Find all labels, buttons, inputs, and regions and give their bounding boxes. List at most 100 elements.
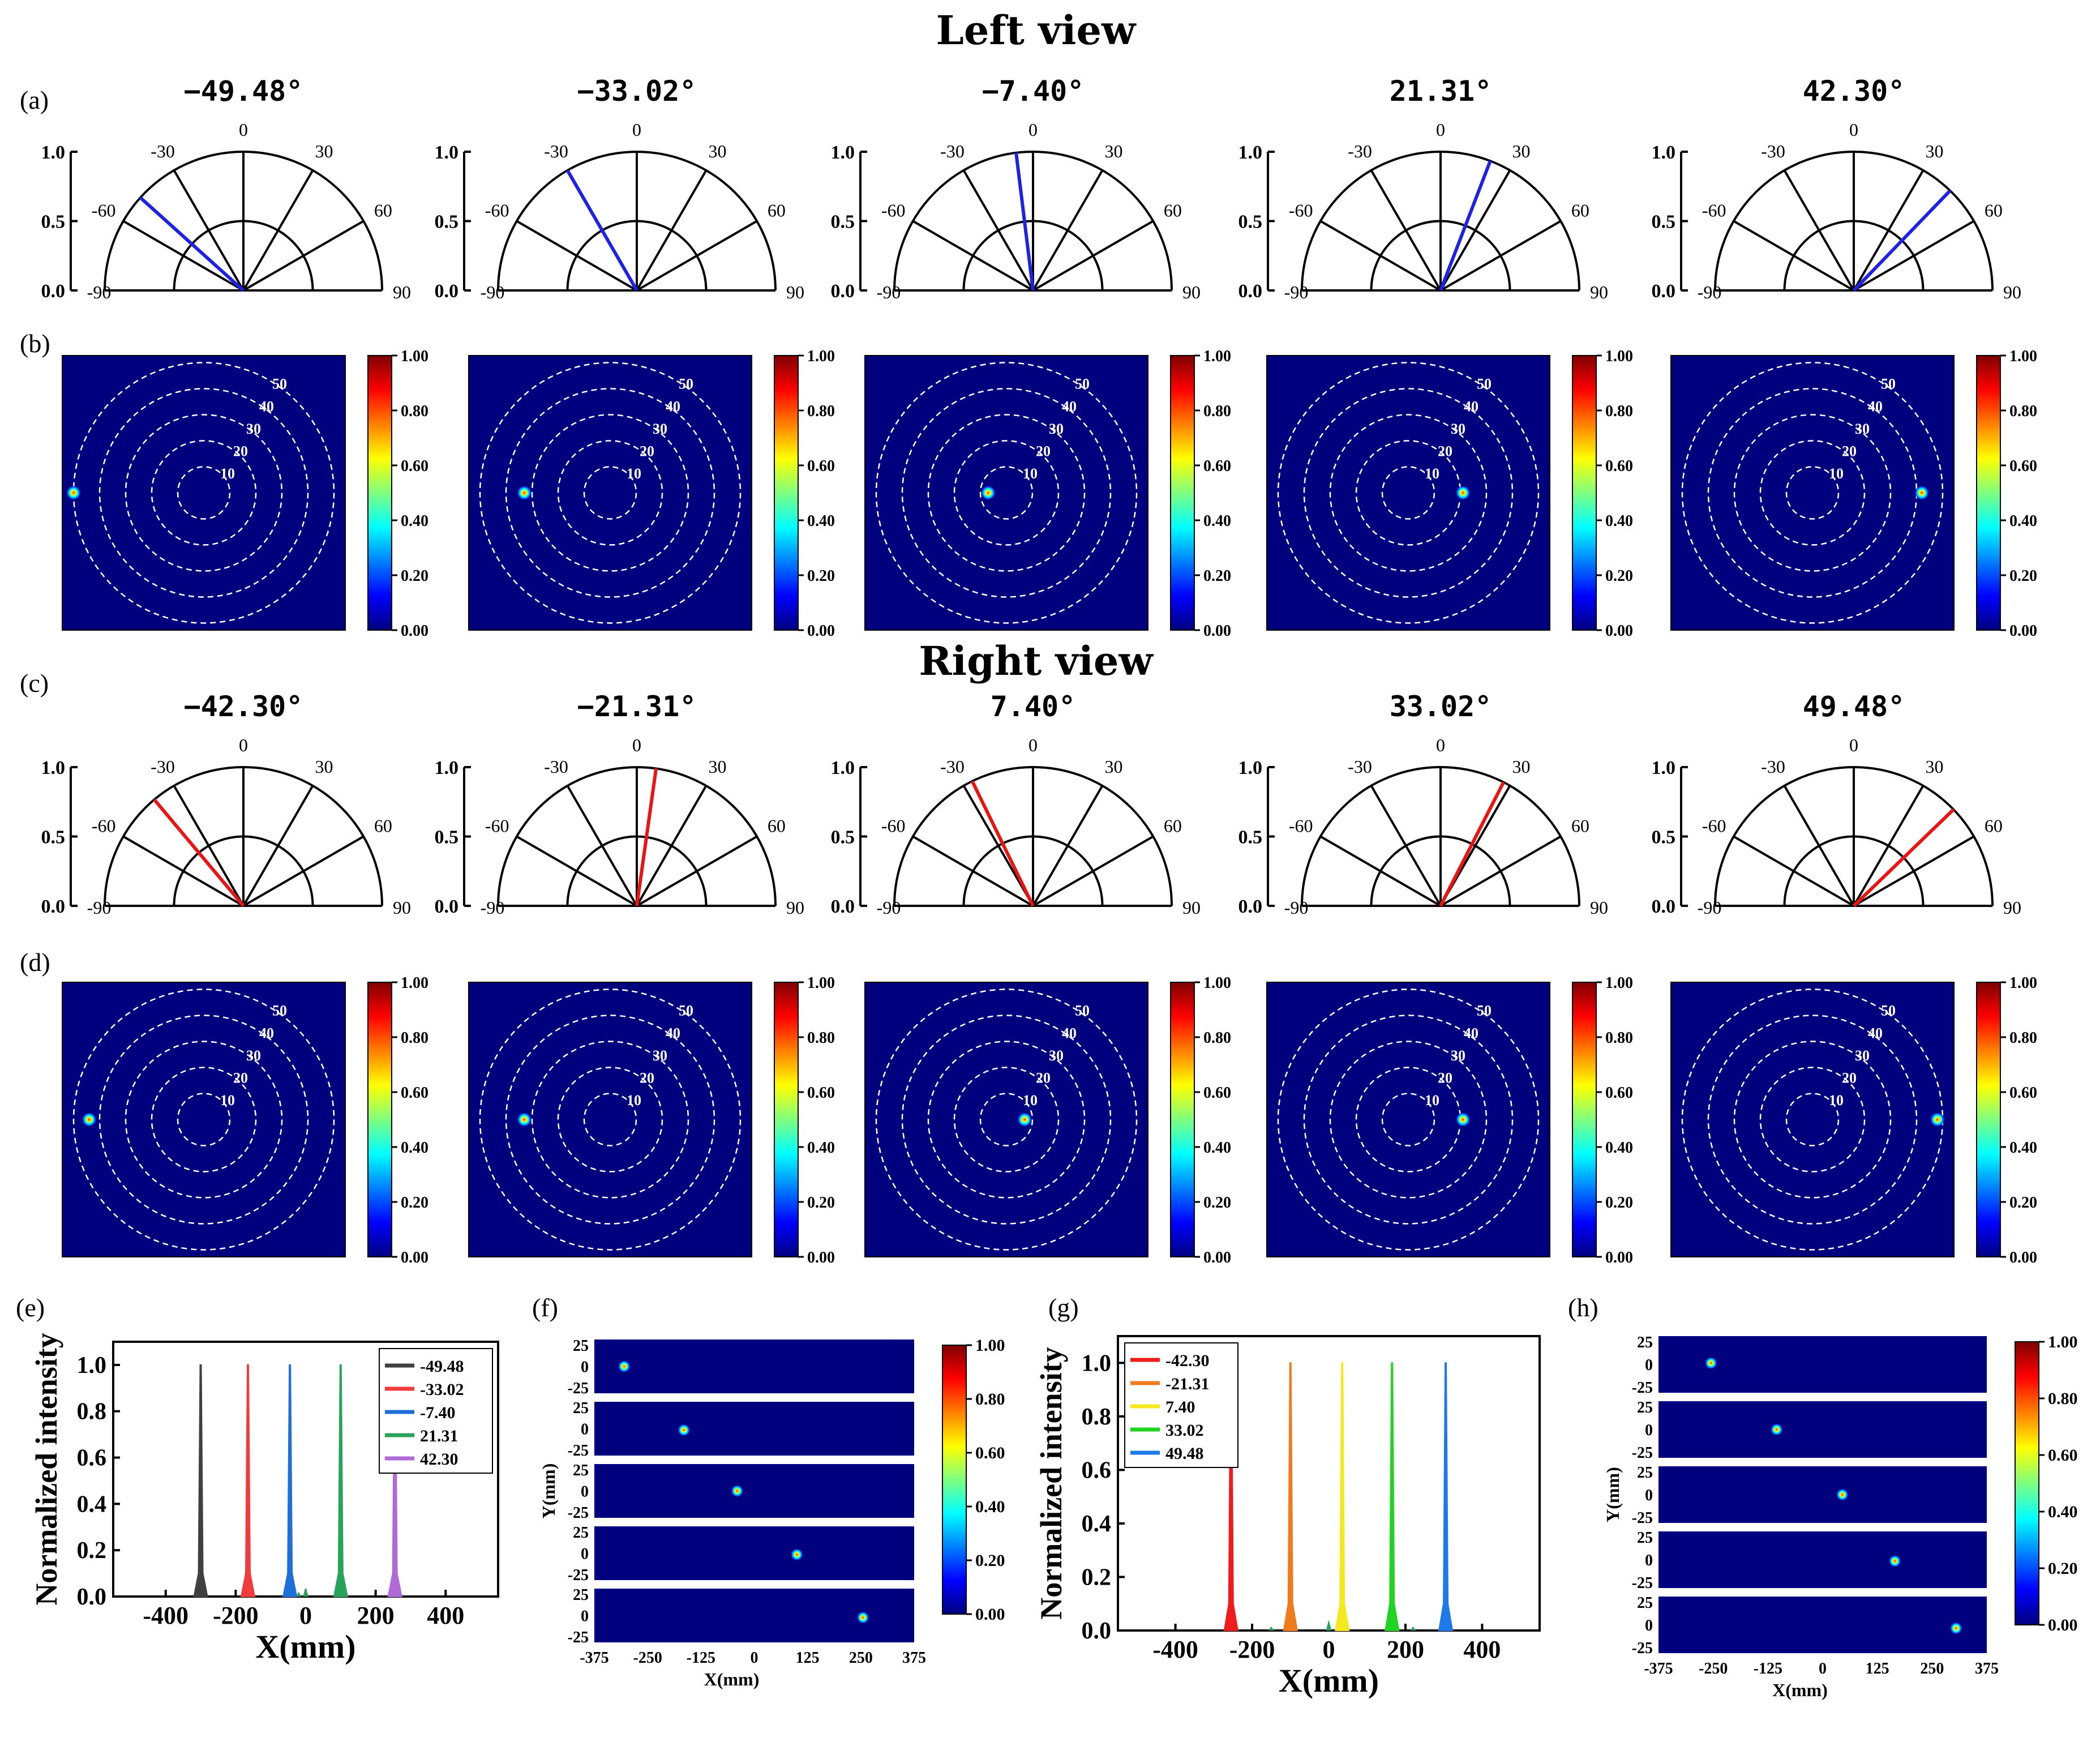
y-tick-label: 0 bbox=[1645, 1552, 1653, 1569]
spoke bbox=[912, 835, 1034, 907]
ring-label: 50 bbox=[1075, 1003, 1090, 1019]
y-tick-label: 0 bbox=[1645, 1617, 1653, 1634]
r-tick-label: 0.5 bbox=[831, 827, 855, 848]
spoke bbox=[636, 785, 708, 906]
colorbar bbox=[774, 355, 799, 631]
map-background bbox=[1670, 982, 1955, 1257]
ring-label: 10 bbox=[220, 465, 235, 482]
x-axis-label: X(mm) bbox=[1279, 1662, 1379, 1699]
colorbar-tick-label: 0.80 bbox=[1203, 403, 1231, 420]
r-tick-label: 0.0 bbox=[831, 896, 855, 917]
colorbar-tick-label: 1.00 bbox=[975, 1336, 1005, 1355]
colorbar-tick-label: 1.00 bbox=[807, 974, 835, 992]
panel-label-g: (g) bbox=[1048, 1293, 1079, 1322]
colorbar bbox=[1976, 982, 2001, 1257]
polar-title: 33.02° bbox=[1390, 690, 1492, 723]
colorbar-tick-label: 0.80 bbox=[1605, 403, 1633, 420]
y-tick-label: -25 bbox=[568, 1380, 589, 1397]
x-tick-label: 125 bbox=[796, 1649, 820, 1667]
angle-ring bbox=[1707, 1015, 1918, 1225]
r-tick-label: 1.0 bbox=[41, 758, 66, 778]
x-axis-label: X(mm) bbox=[255, 1628, 355, 1665]
series-peak--21.31 bbox=[1283, 1362, 1298, 1631]
colorbar-tick-label: 0.00 bbox=[2009, 622, 2037, 640]
ring-label: 20 bbox=[640, 1069, 654, 1086]
polar-chart: 7.40° 0.0 0.5 1.0 -90 -60 -30 0 30 60 90 bbox=[831, 690, 1201, 918]
angle-ring bbox=[1733, 414, 1892, 572]
beam-direction-line bbox=[139, 196, 245, 292]
ring-label: 10 bbox=[220, 1092, 235, 1109]
legend-label: 7.40 bbox=[1165, 1398, 1195, 1417]
strip-panel bbox=[1658, 1597, 1987, 1653]
panel-label-c: (c) bbox=[20, 669, 49, 697]
x-tick-label: 250 bbox=[1920, 1660, 1944, 1677]
angle-tick-label: 60 bbox=[1571, 200, 1589, 221]
beam-map: 10 20 30 40 50 0.00 0.20 0.40 0.60 0.80 1.00 bbox=[468, 348, 835, 640]
x-tick-label: -250 bbox=[1699, 1660, 1728, 1677]
angle-tick-label: -60 bbox=[881, 200, 906, 221]
polar-chart: −21.31° 0.0 0.5 1.0 -90 -60 -30 0 30 60 90 bbox=[435, 690, 805, 918]
colorbar-tick-label: 0.00 bbox=[807, 622, 835, 640]
series-peak--33.02 bbox=[240, 1364, 256, 1597]
x-tick-label: 125 bbox=[1866, 1660, 1889, 1677]
colorbar-tick-label: 0.20 bbox=[807, 1194, 835, 1212]
angle-tick-label: 30 bbox=[709, 141, 727, 161]
angle-tick-label: 60 bbox=[1571, 816, 1589, 836]
spoke bbox=[1853, 835, 1975, 907]
spoke bbox=[1783, 785, 1855, 906]
beam-spot bbox=[1770, 1423, 1783, 1436]
y-tick-label: -25 bbox=[568, 1567, 589, 1584]
x-tick-label: -125 bbox=[687, 1649, 715, 1667]
r-tick-label: 0.5 bbox=[41, 827, 66, 848]
beam-spot bbox=[980, 485, 996, 500]
beam-spot bbox=[856, 1611, 869, 1624]
angle-ring bbox=[1381, 466, 1435, 520]
angle-tick-label: 90 bbox=[393, 282, 411, 302]
ring-label: 10 bbox=[1829, 465, 1844, 482]
y-tick-label: 0 bbox=[1645, 1487, 1653, 1504]
colorbar-tick-label: 1.00 bbox=[1605, 348, 1633, 365]
colorbar-tick-label: 0.40 bbox=[1605, 1139, 1633, 1157]
left-view-title: Left view bbox=[936, 7, 1137, 54]
colorbar-tick-label: 0.00 bbox=[1203, 1249, 1231, 1266]
colorbar-tick-label: 0.80 bbox=[2009, 1029, 2037, 1047]
colorbar-tick-label: 0.00 bbox=[401, 622, 428, 640]
spoke bbox=[173, 169, 245, 291]
ring-label: 40 bbox=[666, 398, 680, 414]
ring-label: 40 bbox=[1062, 1025, 1077, 1041]
colorbar-tick-label: 0.80 bbox=[975, 1390, 1005, 1409]
angle-ring bbox=[875, 362, 1138, 624]
ring-label: 30 bbox=[1855, 1047, 1870, 1064]
angle-tick-label: 30 bbox=[1105, 141, 1123, 161]
series-peak-49.48 bbox=[1438, 1362, 1454, 1631]
colorbar-tick-label: 0.00 bbox=[2009, 1249, 2037, 1266]
ring-label: 50 bbox=[679, 376, 693, 392]
panel-label-d: (d) bbox=[20, 948, 50, 977]
beam-map: 10 20 30 40 50 0.00 0.20 0.40 0.60 0.80 1.00 bbox=[468, 974, 835, 1266]
ring-label: 40 bbox=[1464, 398, 1478, 414]
y-tick-label: -25 bbox=[568, 1629, 589, 1646]
legend-label: -49.48 bbox=[420, 1357, 464, 1376]
x-tick-label: 0 bbox=[751, 1649, 758, 1667]
angle-tick-label: 0 bbox=[632, 119, 641, 140]
y-axis-label: Normalized intensity bbox=[29, 1333, 63, 1605]
map-background bbox=[864, 982, 1148, 1257]
series-peak-33.02 bbox=[1385, 1362, 1400, 1631]
beam-spot bbox=[1914, 485, 1930, 500]
angle-ring bbox=[557, 440, 663, 546]
r-tick-label: 0.5 bbox=[831, 212, 855, 233]
angle-tick-label: 0 bbox=[1849, 119, 1858, 140]
ring-label: 20 bbox=[1438, 443, 1452, 459]
angle-tick-label: 90 bbox=[786, 897, 804, 918]
spoke bbox=[1853, 169, 1925, 291]
panel-label-f: (f) bbox=[532, 1293, 558, 1322]
right-view-title: Right view bbox=[919, 637, 1154, 684]
ring-label: 10 bbox=[627, 465, 641, 482]
minor-peak bbox=[1410, 1626, 1416, 1631]
colorbar-tick-label: 0.80 bbox=[1203, 1029, 1231, 1047]
ring-label: 30 bbox=[653, 1047, 667, 1064]
polar-row-left-view: −49.48° 0.0 0.5 1.0 -90 -60 -30 0 30 60 90 −33.02° 0… bbox=[41, 75, 2022, 302]
r-tick-label: 1.0 bbox=[41, 142, 66, 163]
ring-label: 30 bbox=[1451, 1047, 1465, 1064]
